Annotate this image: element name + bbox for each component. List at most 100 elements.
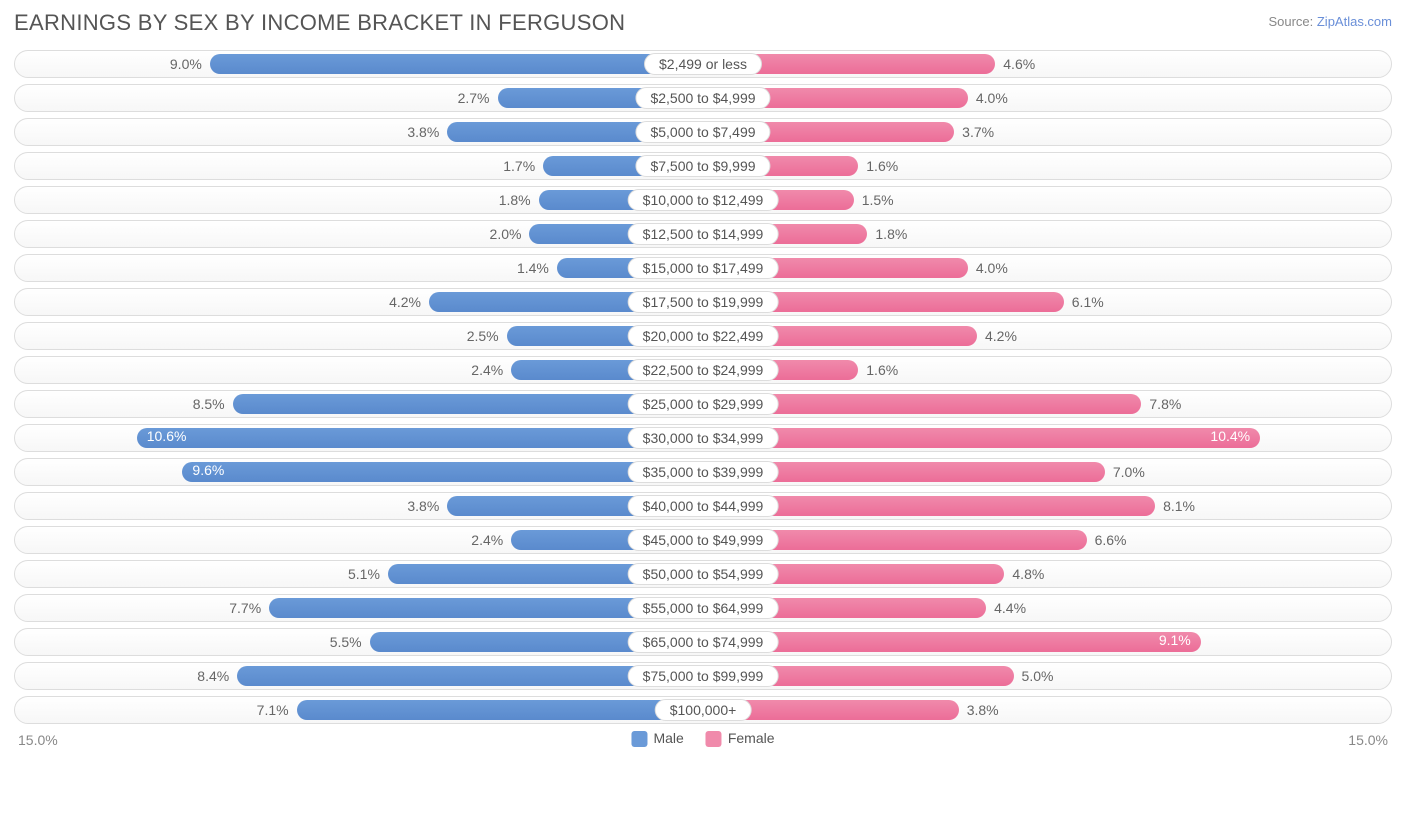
female-half: 4.6% [703,54,1388,74]
male-value: 2.0% [482,226,530,242]
male-value: 2.5% [459,328,507,344]
female-swatch-icon [706,731,722,747]
female-value: 4.8% [1004,566,1052,582]
female-half: 1.5% [703,190,1388,210]
male-bar: 10.6% [137,428,703,448]
female-value: 6.6% [1087,532,1135,548]
chart-header: EARNINGS BY SEX BY INCOME BRACKET IN FER… [14,10,1392,36]
category-label: $20,000 to $22,499 [628,325,779,347]
female-half: 1.8% [703,224,1388,244]
category-label: $15,000 to $17,499 [628,257,779,279]
source-link[interactable]: ZipAtlas.com [1317,14,1392,29]
category-label: $12,500 to $14,999 [628,223,779,245]
chart-row: 2.4%1.6%$22,500 to $24,999 [14,356,1392,384]
male-value: 7.1% [249,702,297,718]
category-label: $5,000 to $7,499 [635,121,770,143]
male-half: 1.7% [18,156,703,176]
chart-row: 2.7% 4.0%$2,500 to $4,999 [14,84,1392,112]
chart-row: 9.6% 7.0% $35,000 to $39,999 [14,458,1392,486]
male-value: 2.4% [463,532,511,548]
male-bar: 9.6% [182,462,703,482]
female-value: 4.2% [977,328,1025,344]
female-half: 6.6% [703,530,1388,550]
female-value: 5.0% [1014,668,1062,684]
category-label: $35,000 to $39,999 [628,461,779,483]
female-half: 4.8% [703,564,1388,584]
category-label: $10,000 to $12,499 [628,189,779,211]
male-value: 5.1% [340,566,388,582]
male-half: 8.5% [18,394,703,414]
chart-row: 3.8%3.7%$5,000 to $7,499 [14,118,1392,146]
chart-row: 5.5% 9.1%$65,000 to $74,999 [14,628,1392,656]
male-half: 9.0% [18,54,703,74]
female-value: 10.4% [1200,428,1260,444]
female-half: 6.1% [703,292,1388,312]
male-value: 10.6% [137,428,197,444]
female-value: 4.6% [995,56,1043,72]
category-label: $40,000 to $44,999 [628,495,779,517]
male-value: 2.4% [463,362,511,378]
chart-row: 3.8% 8.1% $40,000 to $44,999 [14,492,1392,520]
male-half: 3.8% [18,122,703,142]
male-half: 7.7% [18,598,703,618]
category-label: $25,000 to $29,999 [628,393,779,415]
male-value: 1.8% [491,192,539,208]
male-half: 2.7% [18,88,703,108]
chart-row: 2.5% 4.2% $20,000 to $22,499 [14,322,1392,350]
female-half: 9.1% [703,632,1388,652]
female-half: 3.8% [703,700,1388,720]
category-label: $65,000 to $74,999 [628,631,779,653]
chart-row: 5.1% 4.8% $50,000 to $54,999 [14,560,1392,588]
chart-row: 2.4%6.6%$45,000 to $49,999 [14,526,1392,554]
chart-source: Source: ZipAtlas.com [1268,14,1392,29]
male-value: 8.5% [185,396,233,412]
male-half: 2.4% [18,530,703,550]
female-value: 6.1% [1064,294,1112,310]
male-value: 1.4% [509,260,557,276]
female-half: 10.4% [703,428,1388,448]
female-half: 4.0% [703,88,1388,108]
male-value: 3.8% [399,498,447,514]
male-half: 5.1% [18,564,703,584]
male-value: 2.7% [450,90,498,106]
chart-row: 8.5% 7.8% $25,000 to $29,999 [14,390,1392,418]
female-value: 7.8% [1141,396,1189,412]
category-label: $7,500 to $9,999 [635,155,770,177]
female-value: 1.6% [858,158,906,174]
chart-row: 1.4% 4.0% $15,000 to $17,499 [14,254,1392,282]
legend: Male Female [631,730,774,747]
female-half: 8.1% [703,496,1388,516]
male-half: 2.0% [18,224,703,244]
legend-male: Male [631,730,683,747]
male-value: 1.7% [495,158,543,174]
chart-row: 8.4%5.0%$75,000 to $99,999 [14,662,1392,690]
male-value: 3.8% [399,124,447,140]
female-value: 8.1% [1155,498,1203,514]
male-half: 3.8% [18,496,703,516]
female-half: 4.0% [703,258,1388,278]
male-value: 7.7% [221,600,269,616]
chart-row: 2.0% 1.8%$12,500 to $14,999 [14,220,1392,248]
male-half: 5.5% [18,632,703,652]
chart-row: 1.7% 1.6% $7,500 to $9,999 [14,152,1392,180]
category-label: $30,000 to $34,999 [628,427,779,449]
category-label: $2,500 to $4,999 [635,87,770,109]
male-half: 4.2% [18,292,703,312]
chart-row: 4.2%6.1%$17,500 to $19,999 [14,288,1392,316]
male-half: 7.1% [18,700,703,720]
female-half: 1.6% [703,360,1388,380]
chart-footer: 15.0% 15.0% Male Female [14,730,1392,754]
legend-male-label: Male [653,730,683,746]
female-value: 4.0% [968,260,1016,276]
axis-max-left: 15.0% [18,732,58,748]
male-half: 1.4% [18,258,703,278]
female-half: 4.2% [703,326,1388,346]
female-value: 7.0% [1105,464,1153,480]
male-value: 5.5% [322,634,370,650]
female-half: 1.6% [703,156,1388,176]
legend-female: Female [706,730,775,747]
axis-max-right: 15.0% [1348,732,1388,748]
male-half: 10.6% [18,428,703,448]
category-label: $50,000 to $54,999 [628,563,779,585]
chart-title: EARNINGS BY SEX BY INCOME BRACKET IN FER… [14,10,625,36]
